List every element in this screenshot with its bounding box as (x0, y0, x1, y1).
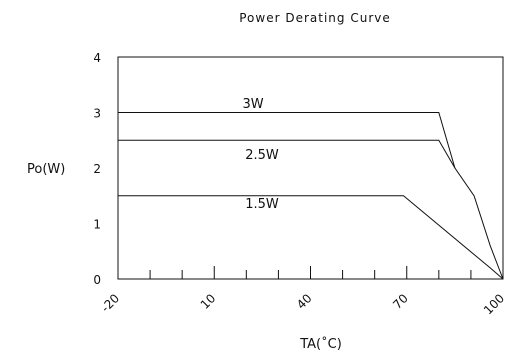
x-axis-label: TA(˚C) (299, 336, 342, 352)
x-ticks: -20 10 40 70 100 (98, 266, 506, 317)
series-label-0: 3W (242, 97, 263, 112)
y-axis-label: Po(W) (27, 162, 65, 177)
series-label-2: 1.5W (245, 197, 279, 212)
x-tick-label-1: 10 (198, 291, 219, 312)
x-tick-label-2: 40 (294, 291, 315, 312)
series-label-1: 2.5W (245, 148, 279, 163)
y-tick-label-2: 2 (93, 162, 101, 176)
y-tick-label-4: 4 (93, 51, 101, 65)
series-lines (118, 112, 504, 280)
series-line-1 (118, 139, 456, 169)
series-labels: 3W 2.5W 1.5W (242, 97, 278, 212)
x-tick-label-0: -20 (98, 291, 122, 315)
y-tick-label-3: 3 (93, 107, 101, 121)
y-tick-label-1: 1 (93, 218, 101, 232)
x-tick-label-3: 70 (390, 291, 411, 312)
series-line-2 (118, 195, 504, 280)
y-ticks: 0 1 2 3 4 (93, 51, 101, 287)
chart-title: Power Derating Curve (239, 11, 390, 25)
series-line-0 (118, 112, 504, 280)
plot-frame (117, 56, 504, 280)
x-tick-label-4: 100 (481, 291, 506, 317)
y-tick-label-0: 0 (93, 273, 101, 287)
